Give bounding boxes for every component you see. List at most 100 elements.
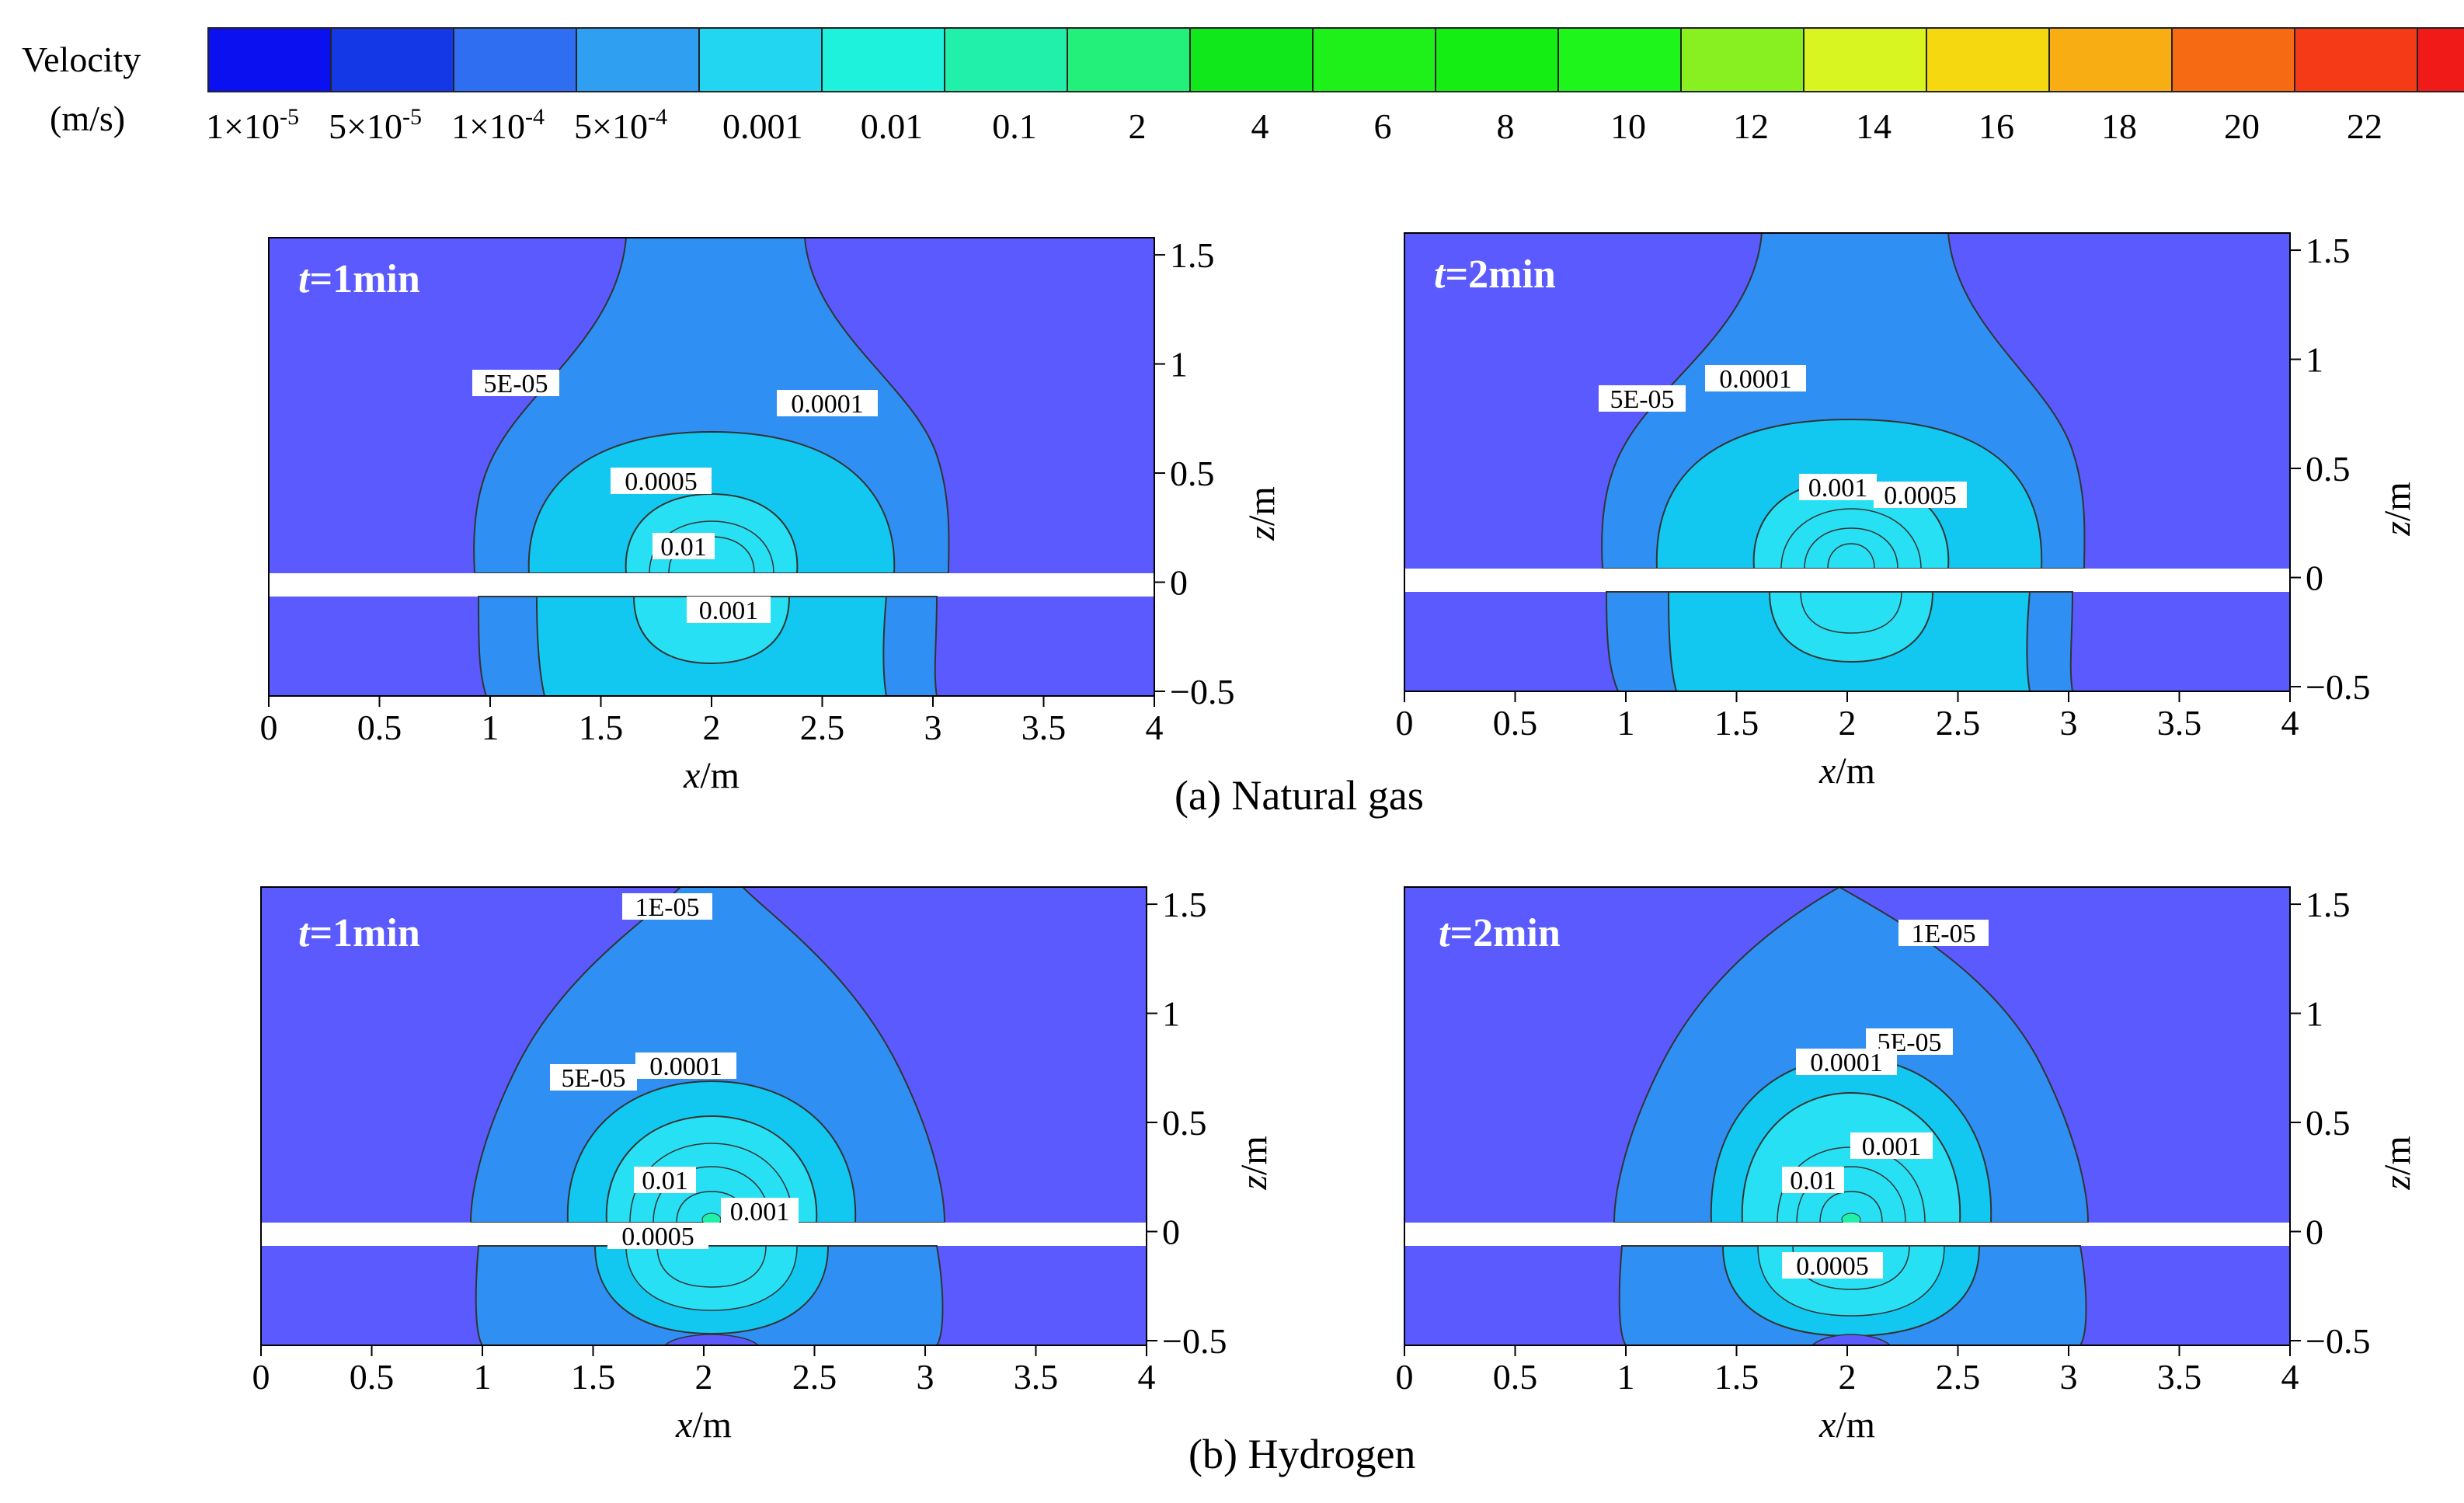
contour-field [269,238,1154,696]
svg-text:0.0005: 0.0005 [1796,1252,1869,1281]
legend-tick-label: 10 [1610,106,1646,146]
x-tick-label: 1 [482,708,499,747]
legend-tick-label: 12 [1733,106,1769,146]
contour-label: 1E-05 [622,893,712,922]
legend-color-swatch [2171,27,2295,92]
x-tick-label: 0.5 [350,1357,395,1397]
legend-color-swatch [330,27,454,92]
svg-text:0.0001: 0.0001 [791,390,864,419]
contour-0.001-lower [1800,591,1902,634]
x-tick-label: 3 [917,1357,934,1397]
legend-title-line2: (m/s) [50,99,125,138]
legend-tick-labels: 1×10-5 5×10-5 1×10-4 5×10-4 0.001 0.01 0… [206,104,2382,146]
legend-color-swatch [1926,27,2050,92]
x-tick-label: 3 [2060,703,2078,743]
panel-title: t=2min [1439,911,1561,955]
contour-field [1404,233,2290,691]
x-tick-label: 4 [2281,703,2299,743]
x-tick-label: 1 [474,1357,492,1397]
legend-tick-label: 1×10-5 [206,104,299,146]
contour-label: 0.01 [634,1167,696,1195]
contour-level [1804,527,1898,569]
contour-0.01 [1819,1191,1883,1223]
legend-color-swatch [698,27,823,92]
legend-color-swatch [207,27,332,92]
z-tick-label: 0 [2306,1212,2323,1252]
x-axis-label: x/m [675,1404,732,1446]
legend-color-swatch [1557,27,1682,92]
axes: 0 0.5 1 1.5 2 2.5 3 3.5 4 1.5 1 0.5 0 −0.5 x/m z/m [260,235,1283,796]
z-tick-label: −0.5 [1162,1321,1227,1361]
svg-text:0.001: 0.001 [1862,1132,1922,1161]
panel-natural-gas-2min: 5E-05 0.0001 0.001 0.0005 t=2min 0 0.5 1 1.… [1396,231,2419,792]
z-tick-label: 1 [2306,340,2323,380]
contour-label: 0.001 [1799,474,1877,503]
x-tick-label: 4 [1146,708,1164,747]
x-tick-label: 4 [2281,1357,2299,1397]
legend-tick-label: 1×10-4 [451,104,545,146]
legend-tick-label: 0.001 [722,106,803,146]
x-tick-label: 3 [2060,1357,2078,1397]
contour-label: 0.0005 [611,468,712,496]
x-tick-label: 2.5 [1936,703,1981,743]
legend-color-swatch [2294,27,2418,92]
caption-natural-gas: (a) Natural gas [1175,772,1424,819]
contour-0.0001-lower [625,1245,798,1311]
x-tick-label: 3 [924,708,942,747]
caption-hydrogen: (b) Hydrogen [1188,1431,1415,1477]
contour-0.001 [1780,508,1922,569]
legend-color-swatch [1680,27,1804,92]
contour-label: 0.01 [653,533,715,562]
legend-tick-label: 0.01 [861,106,924,146]
legend-tick-label: 8 [1497,106,1515,146]
svg-text:1E-05: 1E-05 [635,893,699,922]
x-tick-label: 0 [252,1357,270,1397]
contour-level [1827,543,1875,569]
x-tick-label: 3.5 [1021,708,1067,747]
contour-label: 0.0001 [635,1052,736,1081]
x-tick-label: 2 [695,1357,713,1397]
legend-color-swatch [1803,27,1927,92]
x-tick-label: 3.5 [1014,1357,1059,1397]
x-tick-label: 0 [1396,1357,1414,1397]
x-axis-label: x/m [1818,1404,1875,1446]
legend-tick-label: 6 [1374,106,1392,146]
x-tick-label: 2 [1839,703,1857,743]
contour-label: 0.0001 [1705,365,1806,394]
x-tick-label: 2.5 [792,1357,837,1397]
legend-tick-label: 5×10-4 [574,104,667,146]
x-axis-label: x/m [683,755,740,796]
z-tick-label: −0.5 [1170,672,1234,711]
contour-label: 0.0001 [1796,1049,1897,1077]
z-tick-label: 1.5 [1170,235,1215,275]
z-tick-label: 0.5 [2306,1103,2351,1143]
z-tick-label: 1.5 [1162,885,1207,924]
z-tick-label: 1 [2306,994,2323,1034]
panel-hydrogen-1min: 1E-05 5E-05 0.0001 0.01 0.001 0.0005 t=1… [252,885,1276,1446]
svg-text:0.001: 0.001 [1808,474,1868,503]
contour-label: 0.0001 [777,390,878,419]
z-tick-label: 0 [1162,1212,1180,1252]
contour-label: 5E-05 [472,370,559,398]
svg-text:5E-05: 5E-05 [561,1064,625,1093]
contour-label: 0.0005 [1874,482,1967,510]
z-axis-label: z/m [2377,482,2418,536]
legend-color-swatch [453,27,577,92]
svg-text:0.0005: 0.0005 [1884,482,1957,510]
contour-0.0005-lower [656,1245,767,1288]
x-tick-label: 0 [260,708,278,747]
svg-text:0.001: 0.001 [730,1198,790,1226]
pipe [269,573,1154,597]
z-tick-label: 0.5 [1162,1103,1207,1143]
axes: 0 0.5 1 1.5 2 2.5 3 3.5 4 1.5 1 0.5 0 −0.5 x/m z/m [1396,231,2419,792]
x-tick-label: 1 [1617,703,1635,743]
z-tick-label: 0.5 [2306,449,2351,489]
contour-label: 0.0005 [607,1223,708,1251]
legend-tick-label: 22 [2347,106,2382,146]
svg-text:0.01: 0.01 [1790,1167,1836,1195]
svg-text:0.01: 0.01 [660,533,707,562]
x-tick-label: 1.5 [1714,1357,1759,1397]
z-tick-label: −0.5 [2306,1321,2370,1361]
axes: 0 0.5 1 1.5 2 2.5 3 3.5 4 1.5 1 0.5 0 −0.5 x/m z/m [252,885,1276,1446]
legend-tick-label: 20 [2224,106,2260,146]
